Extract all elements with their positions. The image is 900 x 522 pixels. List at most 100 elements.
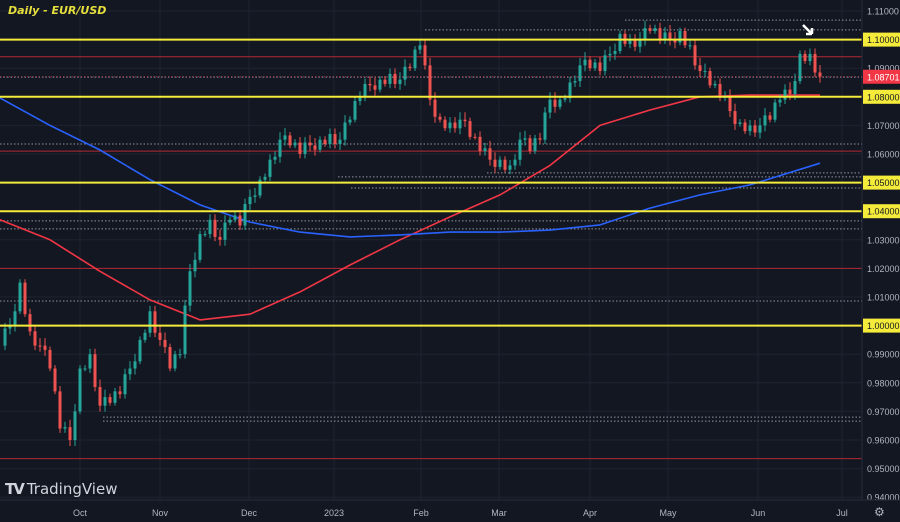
candle-body <box>798 53 802 82</box>
candle-body <box>83 368 87 370</box>
candle-body <box>63 427 67 429</box>
candle <box>23 279 27 317</box>
candle <box>618 30 622 54</box>
candle <box>658 22 662 44</box>
candle-body <box>733 111 737 124</box>
candle <box>163 332 167 353</box>
candle <box>388 68 392 89</box>
candle-body <box>638 39 642 47</box>
candle <box>343 115 347 146</box>
candle <box>653 24 657 34</box>
candle-body <box>88 354 92 369</box>
candle-body <box>258 179 262 196</box>
candle <box>743 119 747 134</box>
candle <box>588 56 592 71</box>
moving-average-line <box>0 97 821 238</box>
price-axis-label: 0.94000 <box>867 493 900 503</box>
candle-body <box>548 99 552 113</box>
candle-body <box>253 195 257 197</box>
candle-body <box>318 139 322 150</box>
candle <box>108 393 112 406</box>
candle <box>368 76 372 92</box>
candle <box>283 127 287 146</box>
candle <box>468 117 472 140</box>
candle <box>503 156 507 173</box>
candle-body <box>168 347 172 369</box>
candle-body <box>123 374 127 395</box>
candle <box>638 32 642 53</box>
candle-body <box>493 159 497 167</box>
annotation-arrow-icon <box>802 24 814 36</box>
candle-body <box>608 53 612 56</box>
candle-body <box>448 122 452 129</box>
price-axis-label: 0.99000 <box>867 350 900 360</box>
candle <box>453 117 457 133</box>
candle-body <box>348 119 352 123</box>
candle <box>633 34 637 52</box>
candle-body <box>173 354 177 369</box>
candle-body <box>343 122 347 140</box>
candle-body <box>48 349 52 369</box>
candle <box>113 387 117 406</box>
candle <box>793 73 797 100</box>
candle-body <box>38 345 42 347</box>
candle-body <box>423 45 427 66</box>
candle <box>768 111 772 123</box>
candle <box>18 279 22 315</box>
candle <box>98 379 102 412</box>
candle <box>533 134 537 154</box>
candle <box>278 132 282 163</box>
candle-body <box>308 142 312 146</box>
candle <box>3 323 7 350</box>
candle-body <box>743 122 747 132</box>
price-axis-label: 1.05000 <box>867 178 900 188</box>
candle <box>178 348 182 359</box>
candle <box>568 77 572 103</box>
candle <box>218 229 222 246</box>
candle-body <box>108 397 112 403</box>
candle <box>663 27 667 44</box>
candle-body <box>598 62 602 72</box>
price-axis-label: 0.96000 <box>867 436 900 446</box>
candle-body <box>613 51 617 54</box>
candle <box>448 117 452 133</box>
gear-icon[interactable]: ⚙ <box>874 505 885 519</box>
candle-body <box>588 59 592 69</box>
candle-body <box>298 142 302 154</box>
candle <box>13 303 17 332</box>
tradingview-logo: TV TradingView <box>5 480 117 498</box>
candle-body <box>68 427 72 440</box>
candle-body <box>98 387 102 406</box>
candle-body <box>208 219 212 235</box>
candle-body <box>763 115 767 126</box>
candle-body <box>453 122 457 129</box>
candle-body <box>313 145 317 150</box>
candle-body <box>333 133 337 144</box>
candle <box>493 152 497 173</box>
moving-average-line <box>0 94 820 321</box>
candle <box>458 112 462 135</box>
candle-body <box>393 73 397 84</box>
candle <box>808 48 812 66</box>
candle <box>53 365 57 395</box>
time-axis-label: Jun <box>751 508 766 518</box>
candle-body <box>188 271 192 306</box>
candle-body <box>148 311 152 333</box>
candle <box>623 30 627 47</box>
candle <box>123 368 127 399</box>
candle <box>118 385 122 399</box>
candle-body <box>568 82 572 99</box>
candle-body <box>678 31 682 43</box>
candle <box>378 76 382 93</box>
candle-body <box>513 159 517 166</box>
candle-body <box>583 59 587 66</box>
candle <box>333 128 337 149</box>
candle <box>83 365 87 372</box>
candle <box>33 325 37 350</box>
candle-body <box>553 99 557 107</box>
candle-body <box>143 332 147 340</box>
candle-body <box>153 311 157 333</box>
candle <box>173 350 177 372</box>
